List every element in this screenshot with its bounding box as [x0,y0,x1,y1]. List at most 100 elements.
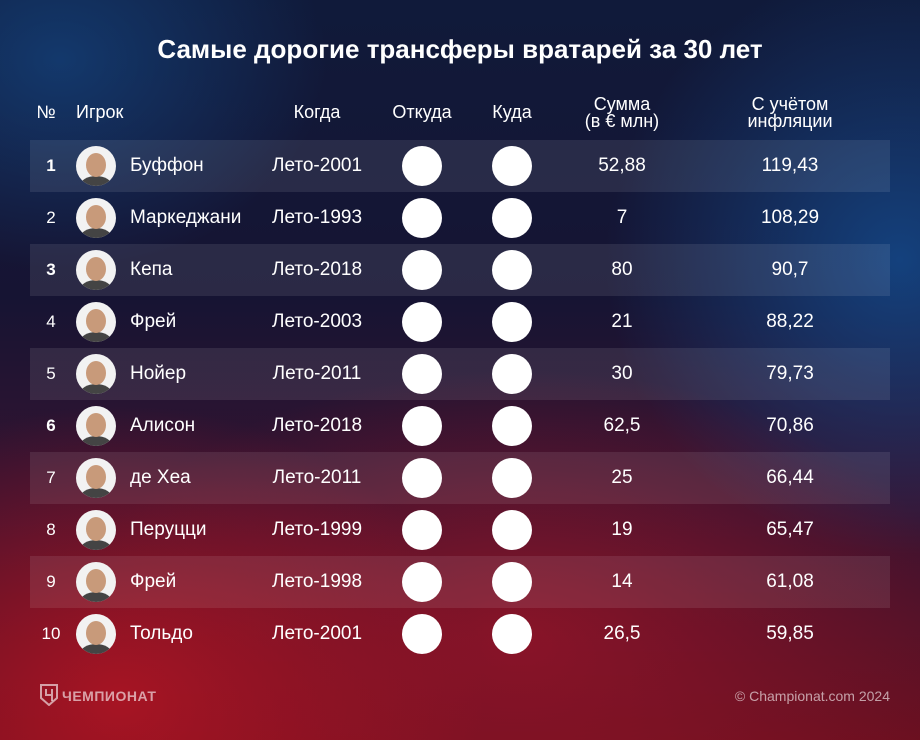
header-line: С учётом [751,94,829,114]
club-logo-to [492,250,532,290]
player-name: Буффон [130,155,204,176]
rank: 1 [46,156,56,175]
table-row: 5 Нойер Лето-2011 30 79,73 [30,348,890,400]
column-header: Сумма (в € млн) [552,94,692,131]
fee: 30 [611,363,633,384]
table-row: 7 де Хеа Лето-2011 25 66,44 [30,452,890,504]
club-logo-to [492,146,532,186]
transfer-date: Лето-2003 [271,311,363,332]
player-photo [76,354,116,394]
table-row: 2 Маркеджани Лето-1993 7 108,29 [30,192,890,244]
club-logo-to [492,198,532,238]
club-logo-from [402,198,442,238]
fee: 21 [611,311,633,332]
transfer-date: Лето-1998 [271,571,363,592]
club-logo-from [402,562,442,602]
column-header: № [36,102,56,122]
column-header: С учётом инфляции [720,94,860,131]
player-photo [76,614,116,654]
club-logo-to [492,614,532,654]
fee-adjusted: 108,29 [760,207,820,228]
club-logo-to [492,458,532,498]
player-photo [76,406,116,446]
fee-adjusted: 59,85 [766,623,814,644]
transfer-date: Лето-2018 [271,259,363,280]
table-row: 3 Кепа Лето-2018 80 90,7 [30,244,890,296]
fee-adjusted: 70,86 [766,415,814,436]
transfer-date: Лето-2011 [272,363,362,384]
player-name: Алисон [130,415,196,436]
player-photo [76,250,116,290]
fee: 25 [611,467,633,488]
player-name: де Хеа [130,467,191,488]
rank: 10 [41,624,61,643]
player-name: Нойер [130,363,187,384]
club-logo-from [402,250,442,290]
player-photo [76,510,116,550]
player-name: Тольдо [130,623,193,644]
fee: 7 [616,207,628,228]
club-logo-from [402,354,442,394]
player-photo [76,562,116,602]
fee-adjusted: 61,08 [766,571,814,592]
rank: 9 [46,572,56,591]
fee-adjusted: 65,47 [766,519,814,540]
table-row: 1 Буффон Лето-2001 52,88 119,43 [30,140,890,192]
club-logo-from [402,406,442,446]
player-photo [76,146,116,186]
title: Самые дорогие трансферы вратарей за 30 л… [157,34,763,64]
table-row: 10 Тольдо Лето-2001 26,5 59,85 [30,608,890,660]
fee: 80 [611,259,633,280]
copyright: © Championat.com 2024 [734,688,890,704]
fee: 52,88 [598,155,646,176]
fee-adjusted: 90,7 [771,259,809,280]
transfer-date: Лето-1993 [271,207,363,228]
fee: 62,5 [603,415,641,436]
player-name: Перуцци [130,519,207,540]
rank: 8 [46,520,56,539]
player-name: Кепа [130,259,173,280]
header-line: инфляции [747,111,833,131]
table-row: 6 Алисон Лето-2018 62,5 70,86 [30,400,890,452]
fee: 14 [611,571,633,592]
fee-adjusted: 79,73 [766,363,814,384]
header-line: Сумма [593,94,651,114]
club-logo-from [402,302,442,342]
club-logo-to [492,406,532,446]
transfer-date: Лето-2001 [271,155,363,176]
table-row: 8 Перуцци Лето-1999 19 65,47 [30,504,890,556]
column-header: Когда [293,102,341,122]
column-header: Откуда [392,102,452,122]
player-name: Маркеджани [130,207,242,228]
rank: 2 [46,208,56,227]
column-header: Куда [492,102,532,122]
brand-icon [40,684,58,706]
player-photo [76,198,116,238]
fee: 26,5 [603,623,641,644]
rank: 3 [46,260,56,279]
table-row: 4 Фрей Лето-2003 21 88,22 [30,296,890,348]
transfer-date: Лето-2011 [272,467,362,488]
fee-adjusted: 119,43 [761,155,819,176]
club-logo-to [492,302,532,342]
club-logo-to [492,354,532,394]
transfer-date: Лето-2018 [271,415,363,436]
column-header: Игрок [76,102,124,122]
rank: 6 [46,416,56,435]
transfer-date: Лето-2001 [271,623,363,644]
club-logo-to [492,562,532,602]
player-name: Фрей [130,571,177,592]
rank: 7 [46,468,56,487]
club-logo-from [402,614,442,654]
rank: 4 [46,312,56,331]
transfer-date: Лето-1999 [271,519,363,540]
fee-adjusted: 88,22 [766,311,814,332]
header-line: (в € млн) [584,111,660,131]
club-logo-from [402,458,442,498]
table-row: 9 Фрей Лето-1998 14 61,08 [30,556,890,608]
club-logo-to [492,510,532,550]
player-name: Фрей [130,311,177,332]
fee: 19 [611,519,633,540]
brand: ЧЕМПИОНАТ [62,688,157,704]
